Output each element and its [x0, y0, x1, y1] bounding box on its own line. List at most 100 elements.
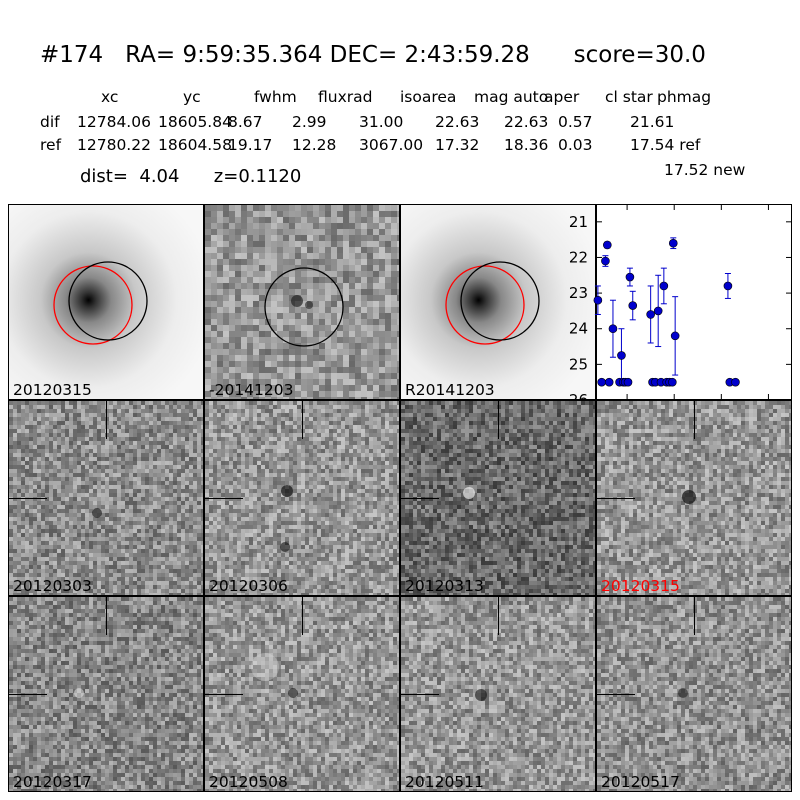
table-column-header: fluxrad: [318, 88, 372, 106]
crosshair-tick: [597, 694, 635, 695]
data-point: [668, 377, 677, 387]
reference-image-panel: R20141203: [400, 204, 596, 400]
table-column-header: cl star: [605, 88, 653, 106]
crosshair-tick: [498, 597, 499, 635]
crosshair-tick: [302, 597, 303, 635]
table-cell: 3067.00: [359, 136, 423, 154]
table-cell: 31.00: [359, 113, 403, 131]
science-image-panel: 20120315: [8, 204, 204, 400]
y-tick-label: 24: [569, 320, 588, 338]
stamp-panel: 20120508: [204, 596, 400, 792]
data-point: [628, 301, 638, 310]
data-point: [604, 377, 614, 387]
crosshair-tick: [9, 498, 47, 499]
data-point: [597, 377, 606, 387]
stamp-date-label: 20120313: [405, 577, 484, 595]
table-row-label: dif: [40, 113, 60, 131]
table-cell: 22.63: [504, 113, 548, 131]
y-tick-label: 23: [569, 284, 588, 302]
data-point: [723, 281, 733, 291]
stamp-date-label: 20120306: [209, 577, 288, 595]
crosshair-tick: [205, 498, 243, 499]
y-tick-label: 25: [569, 355, 588, 373]
data-point: [659, 281, 669, 291]
table-cell: 18.36: [504, 136, 548, 154]
stamp-panel: 20120313: [400, 400, 596, 596]
data-point: [670, 331, 680, 341]
reference-galaxy-image: [401, 205, 595, 399]
panel-label: R20141203: [405, 381, 495, 399]
crosshair-tick: [106, 597, 107, 635]
table-cell: 12780.22: [77, 136, 151, 154]
crosshair-tick: [302, 401, 303, 439]
stamp-date-label: 20120303: [13, 577, 92, 595]
data-point: [668, 238, 678, 248]
table-cell: 0.57: [558, 113, 593, 131]
table-column-header: phmag: [657, 88, 711, 106]
crosshair-tick: [401, 498, 439, 499]
data-point: [731, 377, 740, 387]
table-cell: 12784.06: [77, 113, 151, 131]
table-column-header: fwhm: [254, 88, 297, 106]
crosshair-tick: [106, 401, 107, 439]
dif-aperture-circle: [68, 261, 148, 341]
crosshair-tick: [401, 694, 439, 695]
dist-z-label: dist= 4.04 z=0.1120: [80, 166, 301, 187]
crosshair-tick: [597, 498, 635, 499]
table-cell: 17.32: [435, 136, 479, 154]
stamp-panel: 20120517: [596, 596, 792, 792]
crosshair-tick: [205, 694, 243, 695]
stamp-panel: 20120315: [596, 400, 792, 596]
dif-aperture-circle: [460, 261, 540, 341]
crosshair-tick: [694, 401, 695, 439]
stamp-noise-image: [205, 597, 399, 791]
data-point: [603, 240, 612, 250]
crosshair-tick: [694, 597, 695, 635]
stamp-noise-image: [9, 597, 203, 791]
stamp-noise-image: [597, 597, 791, 791]
table-cell: 12.28: [292, 136, 336, 154]
y-tick-label: 21: [569, 213, 588, 231]
stamp-noise-image: [401, 401, 595, 595]
data-point: [601, 256, 610, 266]
data-point: [593, 295, 603, 305]
stamp-noise-image: [9, 401, 203, 595]
crosshair-tick: [498, 401, 499, 439]
table-cell: 17.54 ref: [630, 136, 700, 154]
stamp-panel: 20120511: [400, 596, 596, 792]
dif-aperture-circle: [264, 267, 344, 347]
table-cell: 8.67: [228, 113, 263, 131]
panel-label: 20120315: [13, 381, 92, 399]
y-tick-label: 22: [569, 248, 588, 266]
table-cell: 21.61: [630, 113, 674, 131]
table-column-header: aper: [544, 88, 579, 106]
header-title: #174 RA= 9:59:35.364 DEC= 2:43:59.28 sco…: [40, 42, 706, 68]
table-cell: 0.03: [558, 136, 593, 154]
ref-aperture-circle: [53, 265, 133, 345]
stamp-noise-image: [205, 401, 399, 595]
table-cell: 22.63: [435, 113, 479, 131]
crosshair-tick: [9, 694, 47, 695]
table-cell: 19.17: [228, 136, 272, 154]
data-point: [617, 351, 626, 360]
stamp-date-label: 20120508: [209, 773, 288, 791]
table-cell: 18604.58: [158, 136, 232, 154]
table-column-header: yc: [183, 88, 201, 106]
data-point: [625, 272, 635, 282]
ref-aperture-circle: [445, 265, 525, 345]
data-point: [653, 306, 663, 316]
stamp-date-label: 20120511: [405, 773, 484, 791]
light-curve-chart: -50050100212223242526: [569, 204, 792, 420]
stamp-noise-image: [597, 401, 791, 595]
stamp-panel: 20120303: [8, 400, 204, 596]
data-point: [623, 377, 633, 387]
phmag-new-value: 17.52 new: [664, 161, 745, 179]
stamp-date-label: 20120317: [13, 773, 92, 791]
science-galaxy-image: [9, 205, 203, 399]
table-row-label: ref: [40, 136, 61, 154]
data-point: [608, 324, 618, 334]
table-cell: 2.99: [292, 113, 327, 131]
difference-image-panel: -20141203: [204, 204, 400, 400]
table-cell: 18605.84: [158, 113, 232, 131]
stamp-date-label: 20120517: [601, 773, 680, 791]
